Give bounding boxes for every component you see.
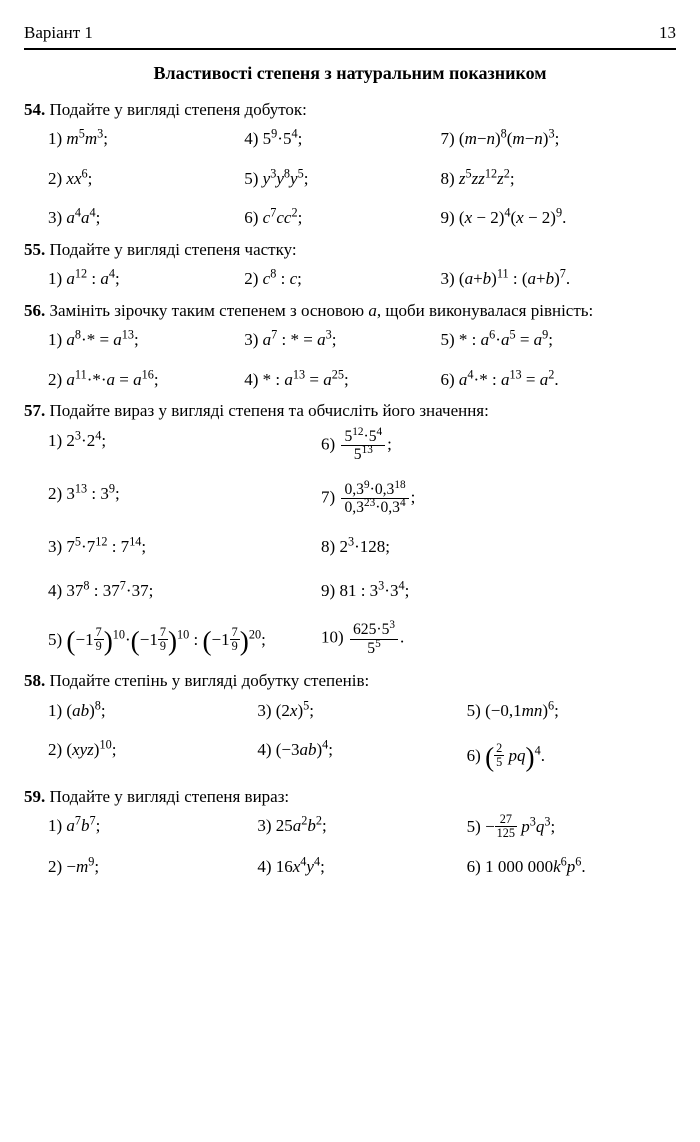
problem-57: 57. Подайте вираз у вигляді степеня та о… (24, 398, 676, 662)
problem-55: 55. Подайте у вигляді степеня частку: 1)… (24, 237, 676, 292)
subitems-54: 1) m5m3; 4) 59·54; 7) (m−n)8(m−n)3; 2) x… (48, 126, 676, 231)
problem-number: 56. (24, 301, 45, 320)
sub: 1) 23·24; (48, 428, 321, 463)
sub: 1) (ab)8; (48, 698, 257, 724)
problem-text: Подайте у вигляді степеня добуток: (50, 100, 307, 119)
sub: 2) 313 : 39; (48, 481, 321, 516)
sub: 5) (−0,1mn)6; (467, 698, 676, 724)
problem-number: 55. (24, 240, 45, 259)
sub: 1) m5m3; (48, 126, 244, 152)
sub: 2) xx6; (48, 166, 244, 192)
problem-56: 56. Замініть зірочку таким степенем з ос… (24, 298, 676, 393)
problem-number: 59. (24, 787, 45, 806)
problem-text: Подайте у вигляді степеня частку: (50, 240, 297, 259)
problem-59: 59. Подайте у вигляді степеня вираз: 1) … (24, 784, 676, 879)
subitems-58: 1) (ab)8; 3) (2x)5; 5) (−0,1mn)6; 2) (xy… (48, 698, 676, 778)
problem-54: 54. Подайте у вигляді степеня добуток: 1… (24, 97, 676, 231)
sub: 7) (m−n)8(m−n)3; (441, 126, 677, 152)
sub: 4) 16x4y4; (257, 854, 466, 880)
sub: 6) 512·54513; (321, 428, 676, 463)
sub: 1) a12 : a4; (48, 266, 244, 292)
sub: 1) a7b7; (48, 813, 257, 839)
sub: 3) (a+b)11 : (a+b)7. (441, 266, 677, 292)
subitems-57: 1) 23·24; 6) 512·54513; 2) 313 : 39; 7) … (48, 428, 676, 663)
sub: 3) 75·712 : 714; (48, 534, 321, 560)
sub: 4) (−3ab)4; (257, 737, 466, 778)
sub: 5) −27125 p3q3; (467, 813, 676, 839)
sub: 6) a4·* : a13 = a2. (441, 367, 677, 393)
sub: 2) (xyz)10; (48, 737, 257, 778)
problem-text: Подайте степінь у вигляді добутку степен… (50, 671, 370, 690)
sub: 8) 23·128; (321, 534, 676, 560)
subitems-56: 1) a8·* = a13; 3) a7 : * = a3; 5) * : a6… (48, 327, 676, 392)
sub: 9) 81 : 33·34; (321, 578, 676, 604)
subitems-55: 1) a12 : a4; 2) c8 : c; 3) (a+b)11 : (a+… (48, 266, 676, 292)
problem-58: 58. Подайте степінь у вигляді добутку ст… (24, 668, 676, 778)
sub: 4) * : a13 = a25; (244, 367, 440, 393)
sub: 6) (25 pq)4. (467, 737, 676, 778)
section-title: Властивості степеня з натуральним показн… (24, 60, 676, 87)
problem-text: Подайте вираз у вигляді степеня та обчис… (50, 401, 489, 420)
sub: 6) 1 000 000k6p6. (467, 854, 676, 880)
problem-number: 57. (24, 401, 45, 420)
subitems-59: 1) a7b7; 3) 25a2b2; 5) −27125 p3q3; 2) −… (48, 813, 676, 879)
sub: 7) 0,39·0,3180,323·0,34; (321, 481, 676, 516)
sub: 3) a4a4; (48, 205, 244, 231)
problem-text: Замініть зірочку таким степенем з осново… (50, 301, 594, 320)
sub: 5) (−179)10·(−179)10 : (−179)20; (48, 621, 321, 662)
sub: 5) y3y8y5; (244, 166, 440, 192)
sub: 3) a7 : * = a3; (244, 327, 440, 353)
sub: 2) c8 : c; (244, 266, 440, 292)
sub: 6) c7cc2; (244, 205, 440, 231)
page-header: Варіант 1 13 (24, 20, 676, 50)
sub: 1) a8·* = a13; (48, 327, 244, 353)
sub: 2) −m9; (48, 854, 257, 880)
sub: 4) 59·54; (244, 126, 440, 152)
sub: 2) a11·*·a = a16; (48, 367, 244, 393)
sub: 8) z5zz12z2; (441, 166, 677, 192)
sub: 10) 625·5355. (321, 621, 676, 662)
sub: 3) 25a2b2; (257, 813, 466, 839)
problem-number: 58. (24, 671, 45, 690)
sub: 4) 378 : 377·37; (48, 578, 321, 604)
page-number: 13 (659, 20, 676, 46)
problem-text: Подайте у вигляді степеня вираз: (50, 787, 290, 806)
sub: 5) * : a6·a5 = a9; (441, 327, 677, 353)
problem-number: 54. (24, 100, 45, 119)
variant-label: Варіант 1 (24, 20, 93, 46)
sub: 9) (x − 2)4(x − 2)9. (441, 205, 677, 231)
sub: 3) (2x)5; (257, 698, 466, 724)
